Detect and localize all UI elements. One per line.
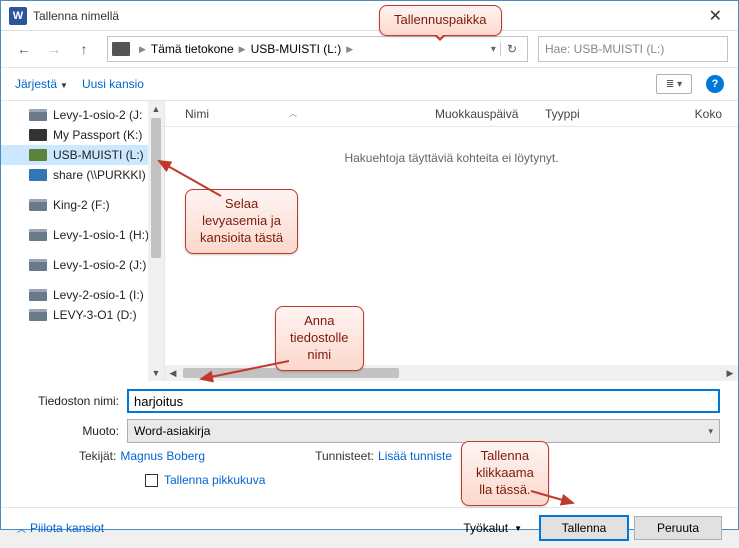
filename-input[interactable] xyxy=(127,389,720,413)
sidebar-item[interactable]: My Passport (K:) xyxy=(1,125,164,145)
sidebar-item-label: Levy-1-osio-2 (J: xyxy=(53,108,142,122)
scroll-up-icon[interactable]: ▲ xyxy=(148,101,164,117)
nav-up-icon[interactable]: ↑ xyxy=(71,36,97,62)
button-row: ︿Piilota kansiot Työkalut▼ Tallenna Peru… xyxy=(1,507,738,548)
breadcrumb-bar[interactable]: ▶ Tämä tietokone ▶ USB-MUISTI (L:) ▶ ▾ ↻ xyxy=(107,36,528,62)
sidebar-item-label: USB-MUISTI (L:) xyxy=(53,148,144,162)
sidebar-item[interactable]: LEVY-3-O1 (D:) xyxy=(1,305,164,325)
nav-forward-icon: → xyxy=(41,36,67,62)
scroll-right-icon[interactable]: ▶ xyxy=(722,368,738,379)
save-as-dialog: W Tallenna nimellä ✕ ← → ↑ ▶ Tämä tietok… xyxy=(0,0,739,530)
drive-icon xyxy=(29,169,47,181)
sidebar-item[interactable]: USB-MUISTI (L:) xyxy=(1,145,164,165)
drive-icon xyxy=(29,309,47,321)
sidebar-item-label: Levy-1-osio-1 (H:) xyxy=(53,228,149,242)
empty-state-text: Hakuehtoja täyttäviä kohteita ei löytyny… xyxy=(165,127,738,189)
chevron-down-icon[interactable]: ▾ xyxy=(487,44,500,55)
breadcrumb-item[interactable]: Tämä tietokone xyxy=(149,42,236,56)
scroll-left-icon[interactable]: ◀ xyxy=(165,368,181,379)
help-icon[interactable]: ? xyxy=(706,75,724,93)
sidebar-item-label: Levy-2-osio-1 (I:) xyxy=(53,288,144,302)
titlebar: W Tallenna nimellä ✕ xyxy=(1,1,738,31)
drive-icon xyxy=(29,259,47,271)
horizontal-scrollbar[interactable]: ◀ ▶ xyxy=(165,365,738,381)
sidebar-item-label: Levy-1-osio-2 (J:) xyxy=(53,258,146,272)
sidebar-item[interactable]: share (\\PURKKI) xyxy=(1,165,164,185)
format-select[interactable]: Word-asiakirja▾ xyxy=(127,419,720,443)
breadcrumb-item[interactable]: USB-MUISTI (L:) xyxy=(249,42,344,56)
sidebar: Levy-1-osio-2 (J: My Passport (K:) USB-MUI… xyxy=(1,101,165,381)
sidebar-item[interactable]: Levy-1-osio-2 (J:) xyxy=(1,255,164,275)
callout-name: Anna tiedostolle nimi xyxy=(275,306,364,371)
dialog-body: Levy-1-osio-2 (J: My Passport (K:) USB-MUI… xyxy=(1,101,738,381)
chevron-right-icon: ▶ xyxy=(343,44,356,55)
new-folder-button[interactable]: Uusi kansio xyxy=(82,77,144,91)
drive-icon xyxy=(29,229,47,241)
drive-icon xyxy=(29,149,47,161)
callout-browse: Selaa levyasemia ja kansioita tästä xyxy=(185,189,298,254)
sidebar-item-label: King-2 (F:) xyxy=(53,198,110,212)
refresh-icon[interactable]: ↻ xyxy=(500,42,523,56)
drive-icon xyxy=(29,199,47,211)
view-options-icon[interactable]: ≣ ▾ xyxy=(656,74,692,94)
authors-label: Tekijät: xyxy=(79,449,116,463)
scroll-thumb[interactable] xyxy=(151,118,161,258)
search-placeholder: Hae: USB-MUISTI (L:) xyxy=(545,42,664,56)
column-modified[interactable]: Muokkauspäivä xyxy=(427,107,537,121)
sidebar-item[interactable]: Levy-1-osio-2 (J: xyxy=(1,105,164,125)
sidebar-item[interactable]: Levy-1-osio-1 (H:) xyxy=(1,225,164,245)
chevron-right-icon: ▶ xyxy=(236,44,249,55)
tools-menu[interactable]: Työkalut▼ xyxy=(463,521,522,535)
sidebar-scrollbar[interactable]: ▲ ▼ xyxy=(148,101,164,381)
drive-icon xyxy=(29,109,47,121)
chevron-right-icon: ▶ xyxy=(136,44,149,55)
sidebar-item-label: share (\\PURKKI) xyxy=(53,168,146,182)
column-size[interactable]: Koko xyxy=(687,107,738,121)
search-input[interactable]: Hae: USB-MUISTI (L:) xyxy=(538,36,728,62)
callout-location: Tallennuspaikka xyxy=(379,5,502,36)
close-icon[interactable]: ✕ xyxy=(701,4,730,28)
thumbnail-checkbox-label: Tallenna pikkukuva xyxy=(164,473,265,487)
callout-save: Tallenna klikkaama lla tässä. xyxy=(461,441,549,506)
sidebar-item-label: LEVY-3-O1 (D:) xyxy=(53,308,137,322)
column-type[interactable]: Tyyppi xyxy=(537,107,607,121)
organize-menu[interactable]: Järjestä▼ xyxy=(15,77,68,91)
sort-asc-icon: ︿ xyxy=(289,108,297,119)
drive-icon xyxy=(29,289,47,301)
metadata-row: Tekijät: Magnus Boberg Tunnisteet: Lisää… xyxy=(19,449,720,463)
cancel-button[interactable]: Peruuta xyxy=(634,516,722,540)
hide-folders-toggle[interactable]: ︿Piilota kansiot xyxy=(17,521,104,535)
thumbnail-checkbox-row[interactable]: Tallenna pikkukuva xyxy=(19,473,720,487)
column-headers: Nimi︿ Muokkauspäivä Tyyppi Koko xyxy=(165,101,738,127)
tags-label: Tunnisteet: xyxy=(315,449,374,463)
filename-label: Tiedoston nimi: xyxy=(19,394,127,408)
column-name[interactable]: Nimi︿ xyxy=(177,107,427,121)
scroll-down-icon[interactable]: ▼ xyxy=(148,365,164,381)
drive-icon xyxy=(29,129,47,141)
nav-back-icon[interactable]: ← xyxy=(11,36,37,62)
sidebar-item-label: My Passport (K:) xyxy=(53,128,142,142)
authors-value[interactable]: Magnus Boberg xyxy=(120,449,205,463)
tags-value[interactable]: Lisää tunniste xyxy=(378,449,452,463)
drive-icon xyxy=(112,42,130,56)
sidebar-item[interactable]: King-2 (F:) xyxy=(1,195,164,215)
nav-bar: ← → ↑ ▶ Tämä tietokone ▶ USB-MUISTI (L:)… xyxy=(1,31,738,67)
word-app-icon: W xyxy=(9,7,27,25)
format-label: Muoto: xyxy=(19,424,127,438)
checkbox-icon[interactable] xyxy=(145,474,158,487)
toolbar: Järjestä▼ Uusi kansio ≣ ▾ ? xyxy=(1,67,738,101)
save-button[interactable]: Tallenna xyxy=(540,516,628,540)
window-title: Tallenna nimellä xyxy=(33,9,119,23)
chevron-up-icon: ︿ xyxy=(17,522,26,535)
sidebar-item[interactable]: Levy-2-osio-1 (I:) xyxy=(1,285,164,305)
form-area: Tiedoston nimi: Muoto: Word-asiakirja▾ T… xyxy=(1,381,738,507)
